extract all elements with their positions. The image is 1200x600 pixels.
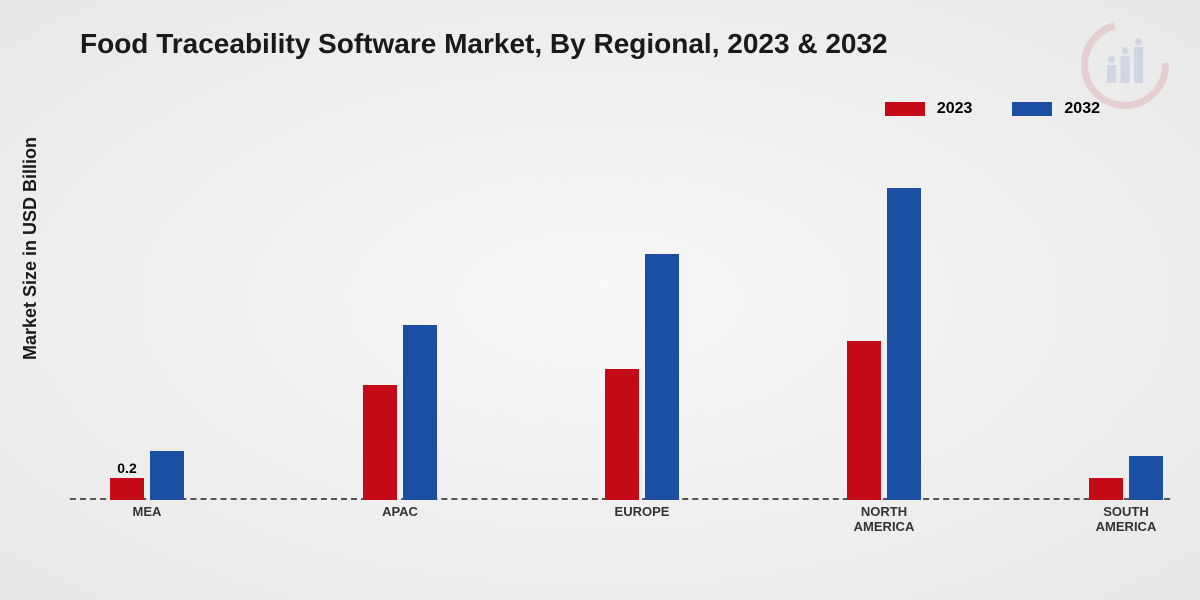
x-tick-label: APAC	[382, 504, 418, 519]
bar	[403, 325, 437, 500]
bar-group	[605, 254, 679, 500]
x-tick-label: NORTH AMERICA	[854, 504, 915, 534]
legend-label: 2023	[937, 100, 973, 118]
bar	[605, 369, 639, 500]
bar	[645, 254, 679, 500]
legend-label: 2032	[1064, 100, 1100, 118]
bar	[363, 385, 397, 500]
legend-swatch	[885, 102, 925, 116]
plot-area: 0.2	[70, 150, 1170, 500]
bar-group	[847, 188, 921, 500]
x-tick-label: MEA	[133, 504, 162, 519]
chart-title: Food Traceability Software Market, By Re…	[80, 28, 888, 60]
legend: 2023 2032	[885, 100, 1100, 118]
legend-swatch	[1012, 102, 1052, 116]
bar-group	[1089, 456, 1163, 500]
bar	[1129, 456, 1163, 500]
bar	[1089, 478, 1123, 500]
value-label: 0.2	[117, 460, 136, 476]
x-tick-label: SOUTH AMERICA	[1096, 504, 1157, 534]
watermark-logo	[1080, 20, 1170, 110]
bar: 0.2	[110, 478, 144, 500]
x-tick-label: EUROPE	[615, 504, 670, 519]
bar	[887, 188, 921, 500]
bar	[847, 341, 881, 500]
y-axis-label: Market Size in USD Billion	[20, 137, 41, 360]
bar-group	[363, 325, 437, 500]
legend-item-2032: 2032	[1012, 100, 1100, 118]
bar-group: 0.2	[110, 451, 184, 500]
bar	[150, 451, 184, 500]
legend-item-2023: 2023	[885, 100, 973, 118]
